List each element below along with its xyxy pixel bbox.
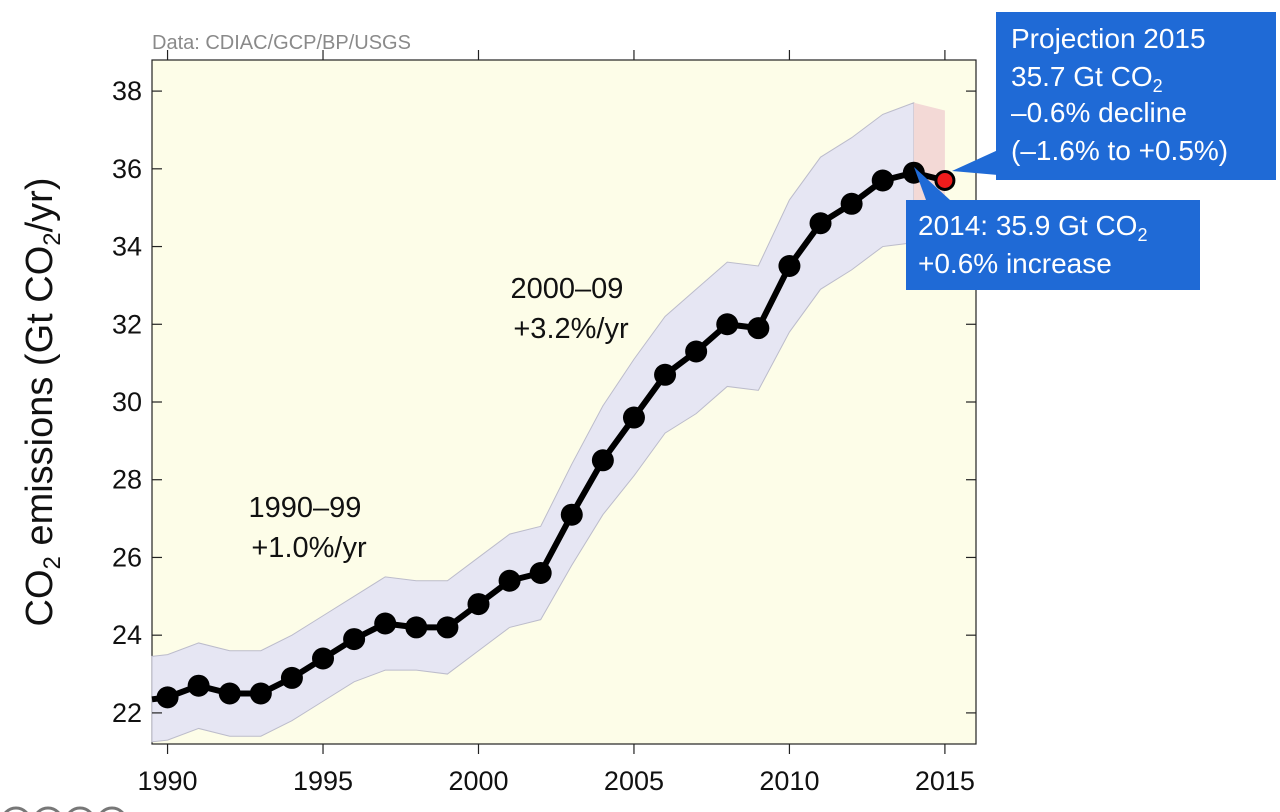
data-point — [280, 666, 303, 689]
year2014-callout: 2014: 35.9 Gt CO2 +0.6% increase — [906, 167, 1200, 290]
y-tick-label: 32 — [112, 309, 142, 339]
projection-point — [934, 169, 956, 191]
year2014-callout-box — [906, 200, 1200, 290]
y-tick-label: 22 — [112, 698, 142, 728]
x-tick-label: 2000 — [448, 766, 508, 796]
y-tick-label: 36 — [112, 154, 142, 184]
data-point — [187, 674, 210, 697]
data-point — [529, 562, 552, 584]
logo-circle — [4, 806, 28, 812]
x-tick-label: 2010 — [759, 766, 819, 796]
data-source-label: Data: CDIAC/GCP/BP/USGS — [152, 32, 411, 54]
data-point — [467, 593, 490, 616]
y-tick-label: 30 — [112, 387, 142, 417]
x-tick-label: 2005 — [604, 766, 664, 796]
data-point — [871, 169, 894, 192]
data-point — [622, 406, 645, 429]
logo-circle — [36, 806, 60, 812]
logo-circle — [68, 806, 92, 812]
data-point — [156, 686, 179, 709]
data-point — [436, 616, 459, 639]
data-point — [591, 449, 614, 472]
data-point — [312, 647, 335, 670]
emissions-points — [156, 161, 956, 709]
x-tick-label: 1990 — [138, 766, 198, 796]
data-point — [374, 612, 397, 635]
data-point — [840, 192, 863, 215]
projection-callout-text: Projection 2015 35.7 Gt CO2 –0.6% declin… — [1011, 23, 1228, 166]
data-point — [716, 313, 739, 336]
data-point — [218, 682, 241, 705]
year2014-callout-pointer — [914, 167, 950, 200]
data-point — [249, 682, 272, 705]
y-tick-label: 26 — [112, 542, 142, 572]
data-point — [685, 340, 708, 363]
data-point — [778, 254, 801, 277]
logo-fragment — [4, 806, 124, 812]
axis-ticks: 22 24 26 28 30 32 34 36 38 1990 1995 2000 2005 2010 20… — [112, 50, 976, 796]
projection-callout-box — [996, 12, 1276, 180]
y-tick-label: 24 — [112, 620, 142, 650]
annotation-1990s: 1990–99 +1.0%/yr — [249, 492, 370, 564]
year2014-callout-text: 2014: 35.9 Gt CO2 +0.6% increase — [918, 210, 1155, 279]
data-point — [498, 569, 521, 592]
data-point — [809, 212, 832, 235]
data-point — [343, 628, 366, 651]
data-point — [747, 317, 770, 340]
data-point — [560, 503, 583, 526]
data-point — [654, 363, 677, 386]
projection-callout: Projection 2015 35.7 Gt CO2 –0.6% declin… — [952, 12, 1276, 180]
y-tick-label: 28 — [112, 465, 142, 495]
y-axis-label: CO2 emissions (Gt CO2/yr) — [19, 178, 66, 627]
x-tick-label: 2015 — [915, 766, 975, 796]
x-tick-label: 1995 — [293, 766, 353, 796]
data-point — [405, 616, 428, 639]
projection-callout-pointer — [952, 150, 998, 175]
logo-circle — [100, 806, 124, 812]
annotation-2000s: 2000–09 +3.2%/yr — [511, 273, 632, 345]
y-tick-label: 34 — [112, 232, 142, 262]
y-tick-label: 38 — [112, 76, 142, 106]
